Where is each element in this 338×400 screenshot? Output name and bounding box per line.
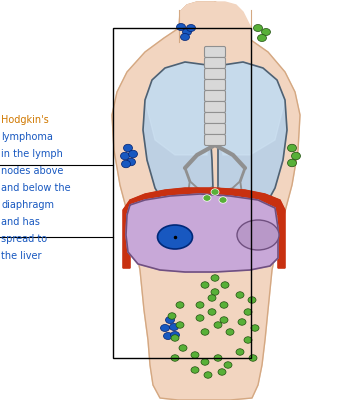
Ellipse shape bbox=[238, 319, 246, 325]
Ellipse shape bbox=[187, 24, 195, 32]
Ellipse shape bbox=[196, 315, 204, 321]
FancyBboxPatch shape bbox=[204, 68, 225, 80]
Ellipse shape bbox=[128, 150, 138, 158]
Text: Hodgkin's: Hodgkin's bbox=[1, 115, 49, 125]
FancyBboxPatch shape bbox=[204, 46, 225, 58]
Ellipse shape bbox=[224, 362, 232, 368]
Ellipse shape bbox=[226, 329, 234, 335]
Ellipse shape bbox=[166, 316, 174, 324]
FancyBboxPatch shape bbox=[204, 112, 225, 124]
Ellipse shape bbox=[211, 289, 219, 295]
Ellipse shape bbox=[248, 297, 256, 303]
Ellipse shape bbox=[203, 195, 211, 201]
Ellipse shape bbox=[288, 159, 296, 167]
Text: nodes above: nodes above bbox=[1, 166, 64, 176]
Ellipse shape bbox=[183, 28, 192, 36]
Ellipse shape bbox=[244, 337, 252, 343]
Ellipse shape bbox=[251, 325, 259, 331]
Polygon shape bbox=[179, 2, 251, 42]
Text: and below the: and below the bbox=[1, 183, 71, 193]
Polygon shape bbox=[143, 62, 213, 220]
FancyBboxPatch shape bbox=[204, 102, 225, 112]
Ellipse shape bbox=[220, 317, 228, 323]
Text: lymphoma: lymphoma bbox=[1, 132, 53, 142]
Ellipse shape bbox=[211, 189, 219, 195]
Text: and has: and has bbox=[1, 217, 40, 227]
Text: spread to: spread to bbox=[1, 234, 47, 244]
Ellipse shape bbox=[196, 302, 204, 308]
Ellipse shape bbox=[123, 144, 132, 152]
Ellipse shape bbox=[262, 28, 270, 36]
Ellipse shape bbox=[201, 359, 209, 365]
Polygon shape bbox=[123, 188, 285, 268]
Ellipse shape bbox=[176, 322, 184, 328]
Polygon shape bbox=[112, 2, 300, 400]
Ellipse shape bbox=[180, 34, 190, 40]
FancyBboxPatch shape bbox=[204, 134, 225, 146]
Ellipse shape bbox=[191, 367, 199, 373]
Ellipse shape bbox=[176, 302, 184, 308]
Ellipse shape bbox=[201, 282, 209, 288]
Ellipse shape bbox=[171, 335, 179, 341]
Ellipse shape bbox=[121, 160, 130, 168]
Text: the liver: the liver bbox=[1, 251, 42, 261]
Ellipse shape bbox=[244, 309, 252, 315]
Ellipse shape bbox=[258, 34, 266, 42]
Polygon shape bbox=[218, 62, 287, 218]
Ellipse shape bbox=[191, 352, 199, 358]
Ellipse shape bbox=[254, 24, 263, 32]
Ellipse shape bbox=[208, 295, 216, 301]
Polygon shape bbox=[218, 62, 285, 155]
Ellipse shape bbox=[169, 324, 178, 330]
Ellipse shape bbox=[220, 302, 228, 308]
Ellipse shape bbox=[249, 355, 257, 361]
Ellipse shape bbox=[236, 292, 244, 298]
Ellipse shape bbox=[171, 355, 179, 361]
Ellipse shape bbox=[219, 197, 227, 203]
Ellipse shape bbox=[179, 345, 187, 351]
FancyBboxPatch shape bbox=[204, 90, 225, 102]
Polygon shape bbox=[126, 194, 278, 272]
Ellipse shape bbox=[204, 372, 212, 378]
Ellipse shape bbox=[121, 152, 129, 160]
Ellipse shape bbox=[236, 349, 244, 355]
Ellipse shape bbox=[170, 332, 179, 338]
Text: in the lymph: in the lymph bbox=[1, 149, 63, 159]
Ellipse shape bbox=[168, 313, 176, 319]
Ellipse shape bbox=[201, 329, 209, 335]
Ellipse shape bbox=[214, 355, 222, 361]
Ellipse shape bbox=[176, 24, 186, 30]
Ellipse shape bbox=[211, 275, 219, 281]
Ellipse shape bbox=[214, 322, 222, 328]
Ellipse shape bbox=[288, 144, 296, 152]
Ellipse shape bbox=[237, 220, 279, 250]
FancyBboxPatch shape bbox=[204, 124, 225, 134]
Text: diaphragm: diaphragm bbox=[1, 200, 54, 210]
Ellipse shape bbox=[218, 369, 226, 375]
Bar bbox=[113, 28, 251, 358]
FancyBboxPatch shape bbox=[204, 80, 225, 90]
FancyBboxPatch shape bbox=[204, 58, 225, 68]
Ellipse shape bbox=[291, 152, 300, 160]
Ellipse shape bbox=[126, 158, 136, 166]
Ellipse shape bbox=[161, 324, 169, 332]
Ellipse shape bbox=[221, 282, 229, 288]
Polygon shape bbox=[145, 62, 210, 155]
Ellipse shape bbox=[164, 332, 172, 340]
Ellipse shape bbox=[208, 309, 216, 315]
Ellipse shape bbox=[158, 225, 193, 249]
